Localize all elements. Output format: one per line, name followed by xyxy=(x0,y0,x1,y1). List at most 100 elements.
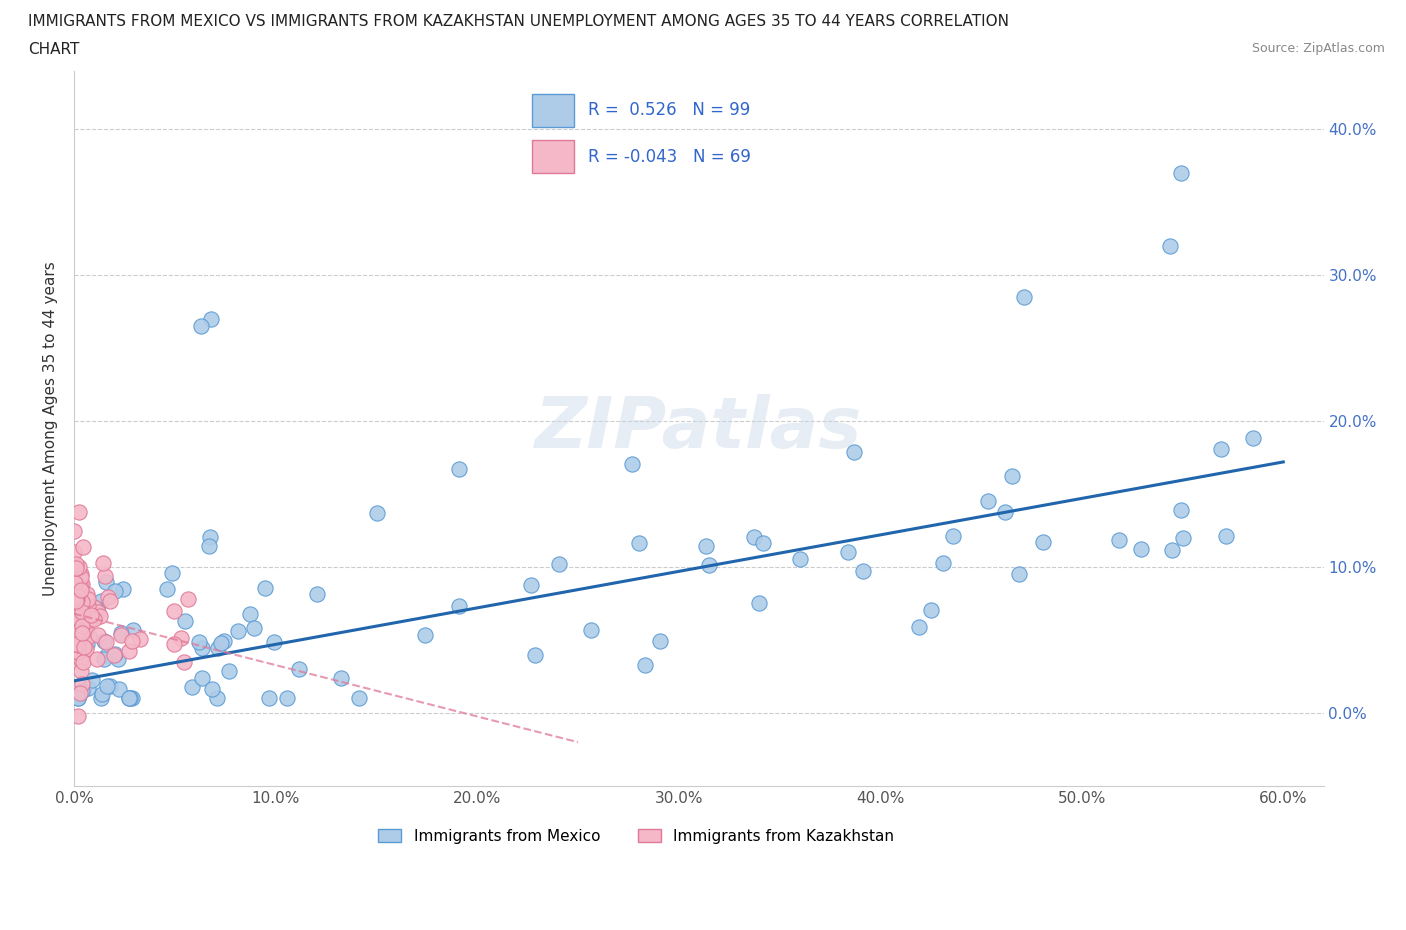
Point xyxy=(1170,166,1192,180)
Point xyxy=(72,540,94,555)
Point xyxy=(77,599,100,614)
Point xyxy=(257,691,280,706)
Point xyxy=(1000,469,1022,484)
Point xyxy=(121,633,143,648)
Point xyxy=(80,672,103,687)
Point xyxy=(67,624,90,639)
Point xyxy=(90,691,112,706)
Text: Source: ZipAtlas.com: Source: ZipAtlas.com xyxy=(1251,42,1385,55)
Point xyxy=(276,691,298,706)
Point xyxy=(449,599,471,614)
Point xyxy=(70,577,93,591)
Point xyxy=(70,604,93,619)
Point xyxy=(94,635,117,650)
Point xyxy=(66,588,89,603)
Point xyxy=(1209,442,1232,457)
Point xyxy=(72,594,94,609)
Point xyxy=(413,628,436,643)
Point xyxy=(79,600,101,615)
Point xyxy=(69,685,91,700)
Point xyxy=(67,504,90,519)
Point xyxy=(1160,543,1182,558)
Text: IMMIGRANTS FROM MEXICO VS IMMIGRANTS FROM KAZAKHSTAN UNEMPLOYMENT AMONG AGES 35 : IMMIGRANTS FROM MEXICO VS IMMIGRANTS FRO… xyxy=(28,14,1010,29)
Point xyxy=(994,505,1017,520)
Point xyxy=(65,636,87,651)
Point xyxy=(70,664,93,679)
Point xyxy=(173,655,195,670)
Point xyxy=(94,574,117,589)
Point xyxy=(67,559,90,574)
Point xyxy=(752,536,775,551)
Point xyxy=(63,523,86,538)
Point xyxy=(67,568,90,583)
Point xyxy=(86,604,108,619)
Point xyxy=(77,681,100,696)
Point xyxy=(91,686,114,701)
Point xyxy=(163,604,186,618)
Point xyxy=(191,671,214,685)
Point xyxy=(65,556,87,571)
Point xyxy=(579,623,602,638)
Point xyxy=(253,581,276,596)
Point xyxy=(86,601,108,616)
Point xyxy=(110,625,132,640)
Point xyxy=(65,609,87,624)
Point xyxy=(205,691,228,706)
Point xyxy=(67,644,90,659)
Point xyxy=(70,607,93,622)
Point xyxy=(852,564,875,578)
Point xyxy=(66,591,89,606)
Point xyxy=(329,671,352,685)
Point xyxy=(70,582,93,597)
Point xyxy=(837,544,859,559)
Text: ZIPatlas: ZIPatlas xyxy=(536,394,862,463)
Point xyxy=(76,636,98,651)
Point xyxy=(207,640,229,655)
Point xyxy=(107,652,129,667)
Point xyxy=(70,653,93,668)
Point xyxy=(163,637,186,652)
Point xyxy=(218,663,240,678)
Point xyxy=(97,590,120,604)
Point xyxy=(100,679,122,694)
Point xyxy=(93,651,115,666)
Point xyxy=(118,691,141,706)
Point xyxy=(120,691,142,706)
Point xyxy=(94,568,117,583)
Point xyxy=(198,538,221,553)
Point xyxy=(70,676,93,691)
Point xyxy=(65,576,87,591)
Point xyxy=(932,555,955,570)
Point xyxy=(519,578,541,592)
Text: CHART: CHART xyxy=(28,42,80,57)
Point xyxy=(523,647,546,662)
Point xyxy=(627,536,650,551)
Point xyxy=(288,661,311,676)
Point xyxy=(789,551,811,566)
Point xyxy=(65,593,87,608)
Point xyxy=(200,312,222,326)
Point xyxy=(63,545,86,560)
Point xyxy=(63,567,86,582)
Point xyxy=(83,599,105,614)
Point xyxy=(187,634,209,649)
Point xyxy=(180,680,202,695)
Point xyxy=(212,633,235,648)
Point xyxy=(447,461,470,476)
Point xyxy=(697,558,720,573)
Point xyxy=(70,684,93,698)
Point xyxy=(89,608,111,623)
Point xyxy=(190,641,212,656)
Point xyxy=(209,635,232,650)
Point xyxy=(198,529,221,544)
Point xyxy=(73,609,96,624)
Point xyxy=(70,569,93,584)
Point xyxy=(1108,532,1130,547)
Point xyxy=(111,581,134,596)
Point xyxy=(77,628,100,643)
Point xyxy=(72,655,94,670)
Point xyxy=(648,633,671,648)
Point xyxy=(742,529,765,544)
Point xyxy=(634,658,657,672)
Point xyxy=(72,618,94,633)
